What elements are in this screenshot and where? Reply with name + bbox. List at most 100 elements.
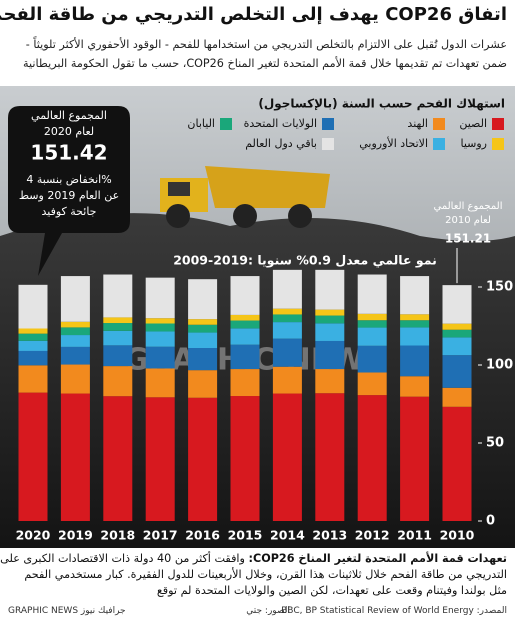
footer-heading: تعهدات قمة الأمم المتحدة لتغير المناخ CO…: [248, 552, 507, 565]
bar-segment: [60, 335, 90, 347]
bar-segment: [442, 387, 472, 407]
credit: GRAPHIC NEWS جرافيك نيوز: [8, 606, 126, 616]
bar-segment: [315, 309, 345, 316]
bar-segment: [103, 396, 133, 521]
footer-text: مثل بولندا وفيتنام وقعت على تعهدات، لكن …: [156, 584, 507, 597]
bar-segment: [272, 393, 302, 521]
bar-segment: [357, 327, 387, 346]
bar-segment: [18, 328, 48, 334]
bar-segment: [357, 372, 387, 396]
x-tick-label: 2018: [100, 528, 135, 543]
bar-segment: [272, 269, 302, 309]
footer-text: وافقت أكثر من 40 دولة ذات الاقتصادات الك…: [0, 552, 245, 565]
x-tick-label: 2019: [58, 528, 93, 543]
bar-segment: [357, 395, 387, 521]
bar-segment: [230, 276, 260, 315]
y-tick-label: 50: [486, 436, 504, 451]
bar-segment: [272, 338, 302, 367]
bar-segment: [18, 365, 48, 393]
bar-segment: [230, 314, 260, 321]
legend-swatch: [433, 138, 445, 150]
bar-segment: [230, 396, 260, 521]
subtitle: عشرات الدول تُقبل على الالتزام بالتخلص ا…: [25, 38, 507, 51]
legend-label: الاتحاد الأوروبي: [359, 136, 428, 150]
bar-segment: [60, 364, 90, 394]
bar-segment: [188, 397, 218, 521]
bar-segment: [357, 313, 387, 321]
y-tick-label: 0: [486, 514, 495, 529]
bar-segment: [188, 279, 218, 320]
bar-segment: [442, 337, 472, 356]
legend-label: الصين: [459, 117, 487, 130]
total-label: المجموع العالمي: [433, 201, 502, 212]
bar-segment: [103, 345, 133, 367]
bar-segment: [188, 319, 218, 325]
bar-segment: [272, 314, 302, 323]
bar-segment: [145, 346, 175, 369]
bar-segment: [230, 344, 260, 370]
x-tick-label: 2017: [143, 528, 178, 543]
x-tick-label: 2014: [270, 528, 305, 543]
bar-segment: [400, 314, 430, 321]
x-tick-label: 2020: [16, 528, 51, 543]
x-tick-label: 2013: [312, 528, 347, 543]
legend-label: الولايات المتحدة: [244, 117, 317, 130]
bar-segment: [230, 369, 260, 397]
bar-segment: [315, 369, 345, 394]
footer: تعهدات قمة الأمم المتحدة لتغير المناخ CO…: [0, 551, 507, 599]
bar-segment: [145, 368, 175, 398]
bar-segment: [145, 277, 175, 319]
bar-segment: [315, 323, 345, 341]
bar-segment: [442, 355, 472, 388]
callout-text: لعام 2020: [44, 125, 94, 138]
legend-label: اليابان: [187, 117, 215, 130]
bar-segment: [188, 370, 218, 398]
bar-segment: [400, 327, 430, 346]
x-tick-label: 2012: [355, 528, 390, 543]
title: اتفاق COP26 يهدف إلى التخلص التدريجي من …: [0, 4, 507, 25]
bar-segment: [442, 406, 472, 521]
legend-swatch: [492, 138, 504, 150]
bar-segment: [272, 322, 302, 339]
bar-segment: [18, 392, 48, 521]
bar-segment: [357, 345, 387, 373]
bar-segment: [60, 327, 90, 336]
bar-segment: [145, 323, 175, 332]
bar-segment: [103, 274, 133, 318]
legend-title: استهلاك الفحم حسب السنة (بالإكساجول): [258, 97, 505, 112]
x-tick-label: 2011: [397, 528, 432, 543]
callout-text: انخفاض بنسبة 4%: [26, 173, 111, 186]
bar-segment: [315, 340, 345, 370]
callout-text: جائحة كوفيد: [42, 205, 97, 218]
bar-segment: [145, 331, 175, 347]
legend-label: روسيا: [460, 137, 487, 150]
bar-segment: [18, 340, 48, 351]
bar-segment: [230, 328, 260, 345]
bar-segment: [357, 274, 387, 314]
x-tick-label: 2010: [440, 528, 475, 543]
bar-segment: [442, 329, 472, 338]
bar-segment: [400, 345, 430, 377]
bar-segment: [18, 350, 48, 366]
bar-segment: [60, 321, 90, 328]
bar-segment: [272, 308, 302, 315]
x-tick-label: 2015: [228, 528, 263, 543]
callout-bubble: [8, 106, 130, 276]
bar-segment: [103, 366, 133, 397]
bar-segment: [315, 269, 345, 310]
bar-segment: [400, 320, 430, 328]
bar-segment: [400, 276, 430, 315]
bar-segment: [400, 396, 430, 521]
bar-segment: [315, 315, 345, 324]
legend-label: الهند: [407, 117, 428, 130]
bar-segment: [145, 397, 175, 521]
bar-segment: [145, 318, 175, 324]
bar-segment: [60, 346, 90, 365]
source: المصدر: BBC, BP Statistical Review of Wo…: [281, 606, 507, 616]
x-tick-label: 2016: [185, 528, 220, 543]
bar-segment: [442, 285, 472, 324]
bar-segment: [357, 320, 387, 328]
chart: GRAPHIC NEWS0501001502020201920182017201…: [0, 86, 515, 548]
growth-note: 2009-2019: نمو عالمي معدل 0.9% سنويا: [173, 253, 437, 268]
